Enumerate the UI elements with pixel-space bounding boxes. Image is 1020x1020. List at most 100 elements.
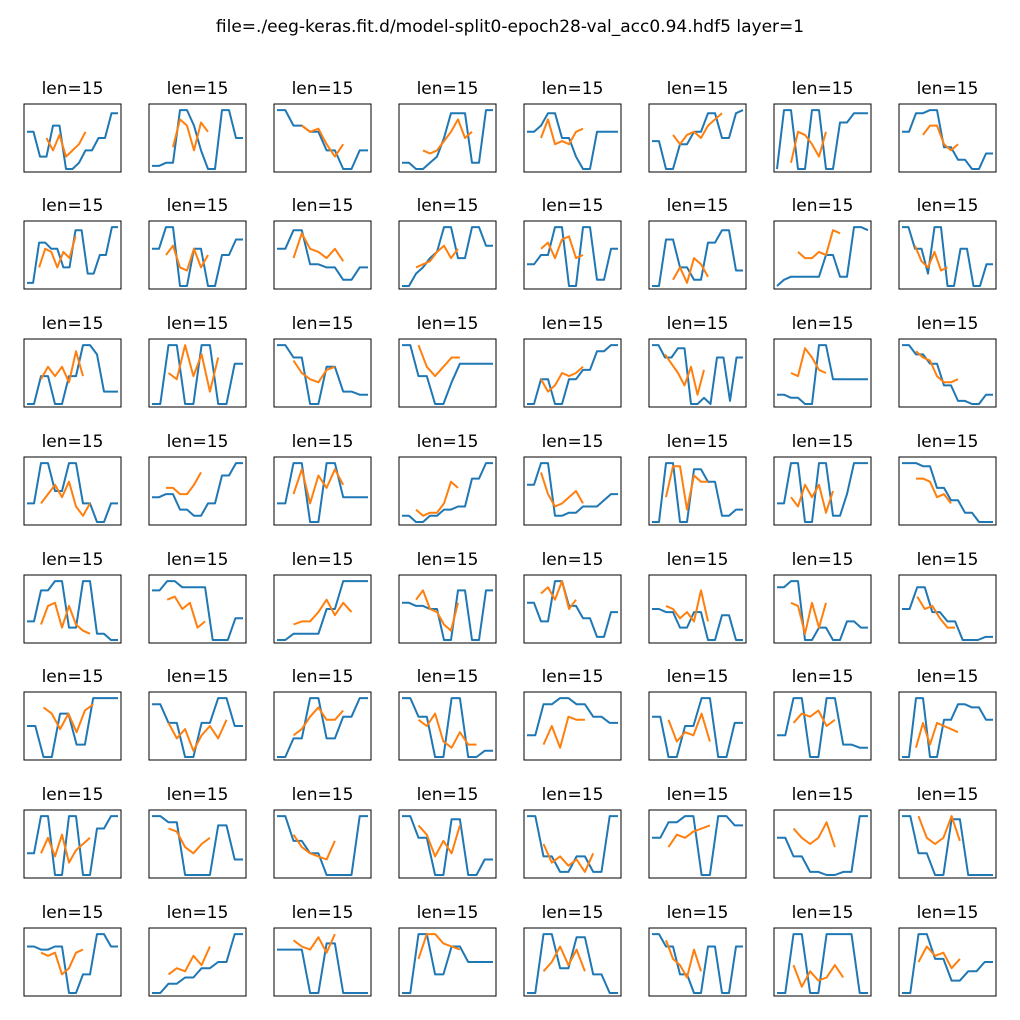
series-line-orange — [790, 483, 834, 514]
series-line-blue — [527, 580, 618, 638]
series-line-blue — [527, 112, 618, 170]
subplot: len=15 — [273, 903, 372, 997]
subplot-title: len=15 — [917, 785, 979, 805]
subplot-title: len=15 — [917, 314, 979, 334]
series-line-orange — [916, 596, 956, 629]
axes-frame — [148, 574, 247, 644]
series-line-orange — [914, 245, 948, 272]
series-line-blue — [277, 697, 368, 758]
axes-frame — [648, 691, 747, 761]
series-line-orange — [540, 580, 577, 610]
series-line-orange — [540, 472, 584, 508]
series-line-orange — [301, 124, 345, 158]
series-line-blue — [777, 933, 868, 994]
axes-frame — [648, 927, 747, 997]
subplot: len=15 — [898, 903, 997, 997]
series-line-orange — [42, 703, 94, 734]
subplot: len=15 — [23, 550, 122, 644]
subplot: len=15 — [523, 79, 622, 173]
axes-frame — [523, 927, 622, 997]
series-line-blue — [27, 226, 118, 284]
series-line-orange — [665, 465, 708, 511]
axes-frame — [773, 809, 872, 879]
series-line-orange — [792, 964, 845, 988]
series-line-orange — [45, 131, 87, 158]
subplot: len=15 — [773, 314, 872, 408]
subplot: len=15 — [648, 79, 747, 173]
series-line-blue — [527, 344, 618, 405]
subplot: len=15 — [898, 314, 997, 408]
axes-frame — [523, 103, 622, 173]
subplot-title: len=15 — [792, 196, 854, 216]
subplot: len=15 — [273, 196, 372, 290]
subplot-title: len=15 — [792, 432, 854, 452]
series-line-blue — [152, 580, 243, 641]
subplot-title: len=15 — [167, 196, 229, 216]
subplot: len=15 — [148, 79, 247, 173]
axes-frame — [773, 220, 872, 290]
subplot: len=15 — [398, 903, 497, 997]
axes-frame — [773, 927, 872, 997]
series-line-orange — [790, 601, 827, 635]
axes-frame — [773, 691, 872, 761]
subplot: len=15 — [773, 432, 872, 526]
subplot-title: len=15 — [292, 432, 354, 452]
subplot: len=15 — [398, 314, 497, 408]
subplot-title: len=15 — [167, 550, 229, 570]
subplot-title: len=15 — [917, 550, 979, 570]
subplot: len=15 — [23, 196, 122, 290]
series-line-orange — [917, 945, 961, 970]
subplot-title: len=15 — [417, 667, 479, 687]
subplot: len=15 — [648, 314, 747, 408]
subplot: len=15 — [148, 314, 247, 408]
series-line-blue — [27, 815, 118, 876]
subplot-title: len=15 — [292, 79, 354, 99]
axes-frame — [523, 809, 622, 879]
subplot-title: len=15 — [917, 667, 979, 687]
subplot-title: len=15 — [667, 667, 729, 687]
axes-frame — [523, 574, 622, 644]
axes-frame — [523, 338, 622, 408]
subplot-title: len=15 — [792, 903, 854, 923]
axes-frame — [898, 574, 997, 644]
subplot: len=15 — [398, 667, 497, 761]
axes-frame — [273, 691, 372, 761]
axes-frame — [773, 103, 872, 173]
series-line-blue — [152, 933, 243, 994]
subplot-title: len=15 — [42, 196, 104, 216]
series-line-orange — [915, 350, 959, 384]
subplot-title: len=15 — [42, 785, 104, 805]
series-line-orange — [40, 601, 91, 635]
subplot-title: len=15 — [667, 903, 729, 923]
subplot: len=15 — [148, 785, 247, 879]
subplot-title: len=15 — [42, 667, 104, 687]
series-line-orange — [792, 709, 836, 727]
series-line-orange — [792, 821, 836, 848]
series-line-orange — [542, 843, 595, 873]
series-line-blue — [776, 109, 868, 170]
axes-frame — [23, 103, 122, 173]
subplot-title: len=15 — [792, 785, 854, 805]
subplot: len=15 — [398, 550, 497, 644]
subplot-title: len=15 — [667, 196, 729, 216]
axes-frame — [273, 456, 372, 526]
series-line-blue — [777, 815, 868, 876]
series-line-orange — [40, 480, 91, 517]
series-line-blue — [527, 226, 618, 287]
axes-frame — [898, 103, 997, 173]
series-line-orange — [167, 719, 228, 752]
series-line-orange — [417, 824, 461, 858]
subplot-title: len=15 — [292, 785, 354, 805]
subplot-title: len=15 — [542, 314, 604, 334]
subplot: len=15 — [23, 432, 122, 526]
subplot-title: len=15 — [167, 79, 229, 99]
series-line-orange — [422, 118, 473, 155]
subplot: len=15 — [773, 196, 872, 290]
axes-frame — [273, 338, 372, 408]
series-line-blue — [27, 344, 118, 405]
series-line-blue — [777, 344, 868, 405]
subplot-title: len=15 — [917, 79, 979, 99]
series-line-orange — [292, 360, 336, 384]
subplot-title: len=15 — [167, 667, 229, 687]
series-line-orange — [167, 946, 211, 976]
